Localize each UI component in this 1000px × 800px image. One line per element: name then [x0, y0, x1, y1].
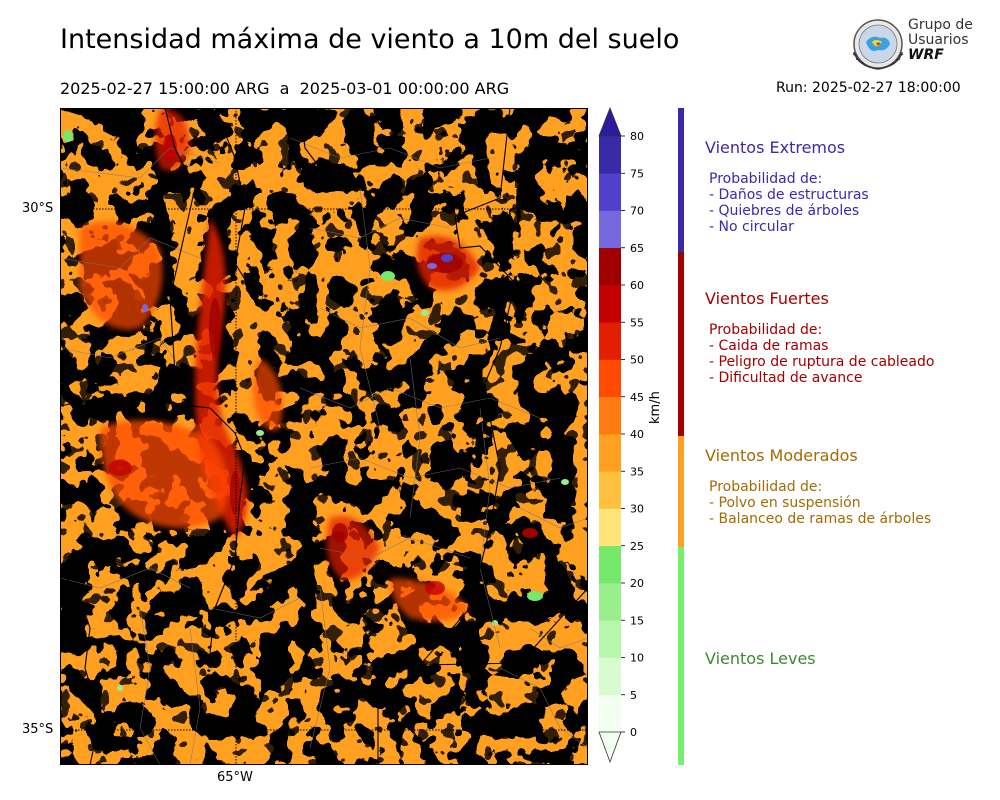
colorbar-tick-label: 50: [630, 354, 644, 367]
legend-vientos-extremos: Vientos Extremos Probabilidad de: - Daño…: [705, 138, 869, 235]
colorbar-tick-label: 35: [630, 465, 644, 478]
colorbar-extend-top: [598, 106, 622, 137]
legend-line: - No circular: [709, 219, 794, 235]
logo-line-3: WRF: [908, 47, 944, 63]
colorbar-segment: [599, 359, 621, 398]
light-wind-spots: [63, 130, 569, 691]
colorbar-tick-label: 10: [630, 652, 644, 665]
colorbar-segment: [599, 322, 621, 360]
logo-line-1: Grupo de: [908, 17, 973, 33]
province-boundaries: [60, 108, 588, 765]
legend-title-moderados: Vientos Moderados: [705, 446, 858, 465]
colorbar-extend-bottom: [598, 731, 622, 764]
colorbar-segment: [599, 396, 621, 435]
graticule: [60, 108, 588, 765]
colorbar-segment: [599, 136, 621, 174]
legend-line: - Caida de ramas: [709, 338, 829, 354]
colorbar: 0 5 10 15 20 25 30 35 40 45 50 55 60 65 70 75 80: [598, 106, 644, 764]
lat-label-30s: 30°S: [22, 201, 54, 216]
colorbar-tick-label: 55: [630, 316, 644, 329]
legend-bar-leves: [678, 547, 684, 765]
colorbar-tick-label: 70: [630, 205, 644, 218]
colorbar-segment: [599, 657, 621, 696]
colorbar-segment: [599, 471, 621, 509]
colorbar-tick-label: 15: [630, 614, 644, 627]
legend-bar-extremos: [678, 108, 684, 252]
colorbar-tick-label: 80: [630, 130, 644, 143]
run-timestamp: Run: 2025-02-27 18:00:00: [776, 80, 961, 96]
colorbar-segment: [599, 247, 621, 286]
colorbar-segment: [599, 694, 621, 733]
wind-intensity-map: [60, 108, 588, 765]
page-title: Intensidad máxima de viento a 10m del su…: [60, 24, 680, 55]
legend-title-extremos: Vientos Extremos: [705, 138, 846, 157]
legend-line: Probabilidad de:: [709, 171, 823, 187]
legend-line: - Quiebres de árboles: [709, 203, 860, 219]
map-frame: [60, 108, 588, 765]
colorbar-segment: [599, 545, 621, 584]
legend-line: - Peligro de ruptura de cableado: [709, 354, 935, 370]
extreme-wind-spots: [142, 254, 453, 312]
legend-title-fuertes: Vientos Fuertes: [705, 289, 829, 308]
colorbar-tick-label: 75: [630, 167, 644, 180]
colorbar-tick-label: 60: [630, 279, 644, 292]
legend-vientos-leves: Vientos Leves: [705, 649, 816, 668]
colorbar-tick-label: 25: [630, 540, 644, 553]
department-boundaries: [60, 137, 588, 765]
legend-line: - Balanceo de ramas de árboles: [709, 511, 932, 527]
forecast-period: 2025-02-27 15:00:00 ARG a 2025-03-01 00:…: [60, 79, 510, 98]
legend-line: Probabilidad de:: [709, 322, 823, 338]
colorbar-segment: [599, 173, 621, 211]
colorbar-unit-label: km/h: [648, 391, 663, 424]
legend-vientos-fuertes: Vientos Fuertes Probabilidad de: - Caida…: [705, 289, 934, 386]
colorbar-segment: [599, 210, 621, 249]
colorbar-segment: [599, 508, 621, 547]
colorbar-segment: [599, 583, 621, 621]
legend-line: Probabilidad de:: [709, 479, 823, 495]
logo-line-2: Usuarios: [908, 32, 969, 48]
colorbar-segment: [599, 620, 621, 658]
colorbar-segment: [599, 434, 621, 472]
colorbar-tick-label: 40: [630, 428, 644, 441]
legend-line: - Daños de estructuras: [709, 187, 869, 203]
colorbar-tick-label: 45: [630, 391, 644, 404]
legend-line: - Dificultad de avance: [709, 370, 863, 386]
colorbar-segment: [599, 285, 621, 323]
legend-bar-fuertes: [678, 252, 684, 436]
gwrf-logo: Grupo de Usuarios WRF: [848, 16, 973, 72]
globe-logo-icon: [852, 19, 904, 70]
lat-label-35s: 35°S: [22, 722, 54, 737]
colorbar-tick-label: 65: [630, 242, 644, 255]
colorbar-tick-label: 5: [630, 689, 637, 702]
legend-line: - Polvo en suspensión: [709, 495, 861, 511]
legend-vientos-moderados: Vientos Moderados Probabilidad de: - Pol…: [705, 446, 931, 527]
colorbar-tick-label: 20: [630, 577, 644, 590]
lon-label-65w: 65°W: [217, 770, 253, 785]
legend-title-leves: Vientos Leves: [705, 649, 816, 668]
colorbar-tick-label: 30: [630, 503, 644, 516]
colorbar-tick-label: 0: [630, 726, 637, 739]
legend-bar-moderados: [678, 436, 684, 547]
